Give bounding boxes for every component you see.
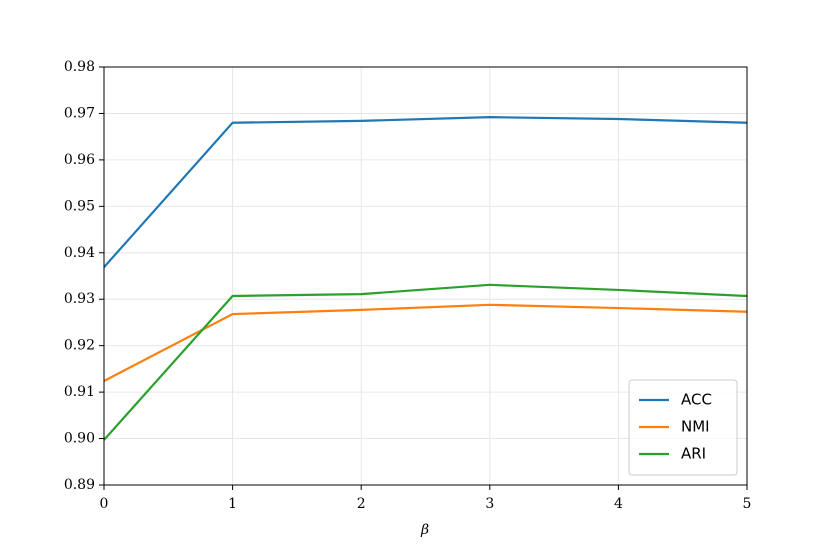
y-tick-label: 0.94 xyxy=(64,245,95,261)
line xyxy=(103,116,748,268)
y-tick-label: 0.97 xyxy=(64,105,95,121)
y-tick-label: 0.96 xyxy=(64,152,95,168)
x-tick-label: 0 xyxy=(100,496,109,512)
y-tick-label: 0.91 xyxy=(64,384,95,400)
line xyxy=(103,283,748,441)
x-tick-label: 2 xyxy=(357,496,366,512)
y-tick-label: 0.95 xyxy=(64,198,95,214)
y-tick-label: 0.98 xyxy=(64,59,95,75)
y-tick-label: 0.92 xyxy=(64,338,95,354)
x-axis-label: β xyxy=(420,522,429,538)
line xyxy=(103,303,748,382)
legend-label: NMI xyxy=(681,418,710,436)
y-tick-label: 0.90 xyxy=(64,431,95,447)
x-tick-label: 3 xyxy=(485,496,494,512)
x-tick-label: 5 xyxy=(743,496,752,512)
plot-frame xyxy=(103,66,748,486)
legend-label: ACC xyxy=(681,391,712,409)
legend-label: ARI xyxy=(681,445,706,463)
x-tick-label: 4 xyxy=(614,496,623,512)
legend-box xyxy=(628,379,738,476)
y-tick-label: 0.89 xyxy=(64,477,95,493)
x-tick-label: 1 xyxy=(228,496,237,512)
y-tick-label: 0.93 xyxy=(64,291,95,307)
